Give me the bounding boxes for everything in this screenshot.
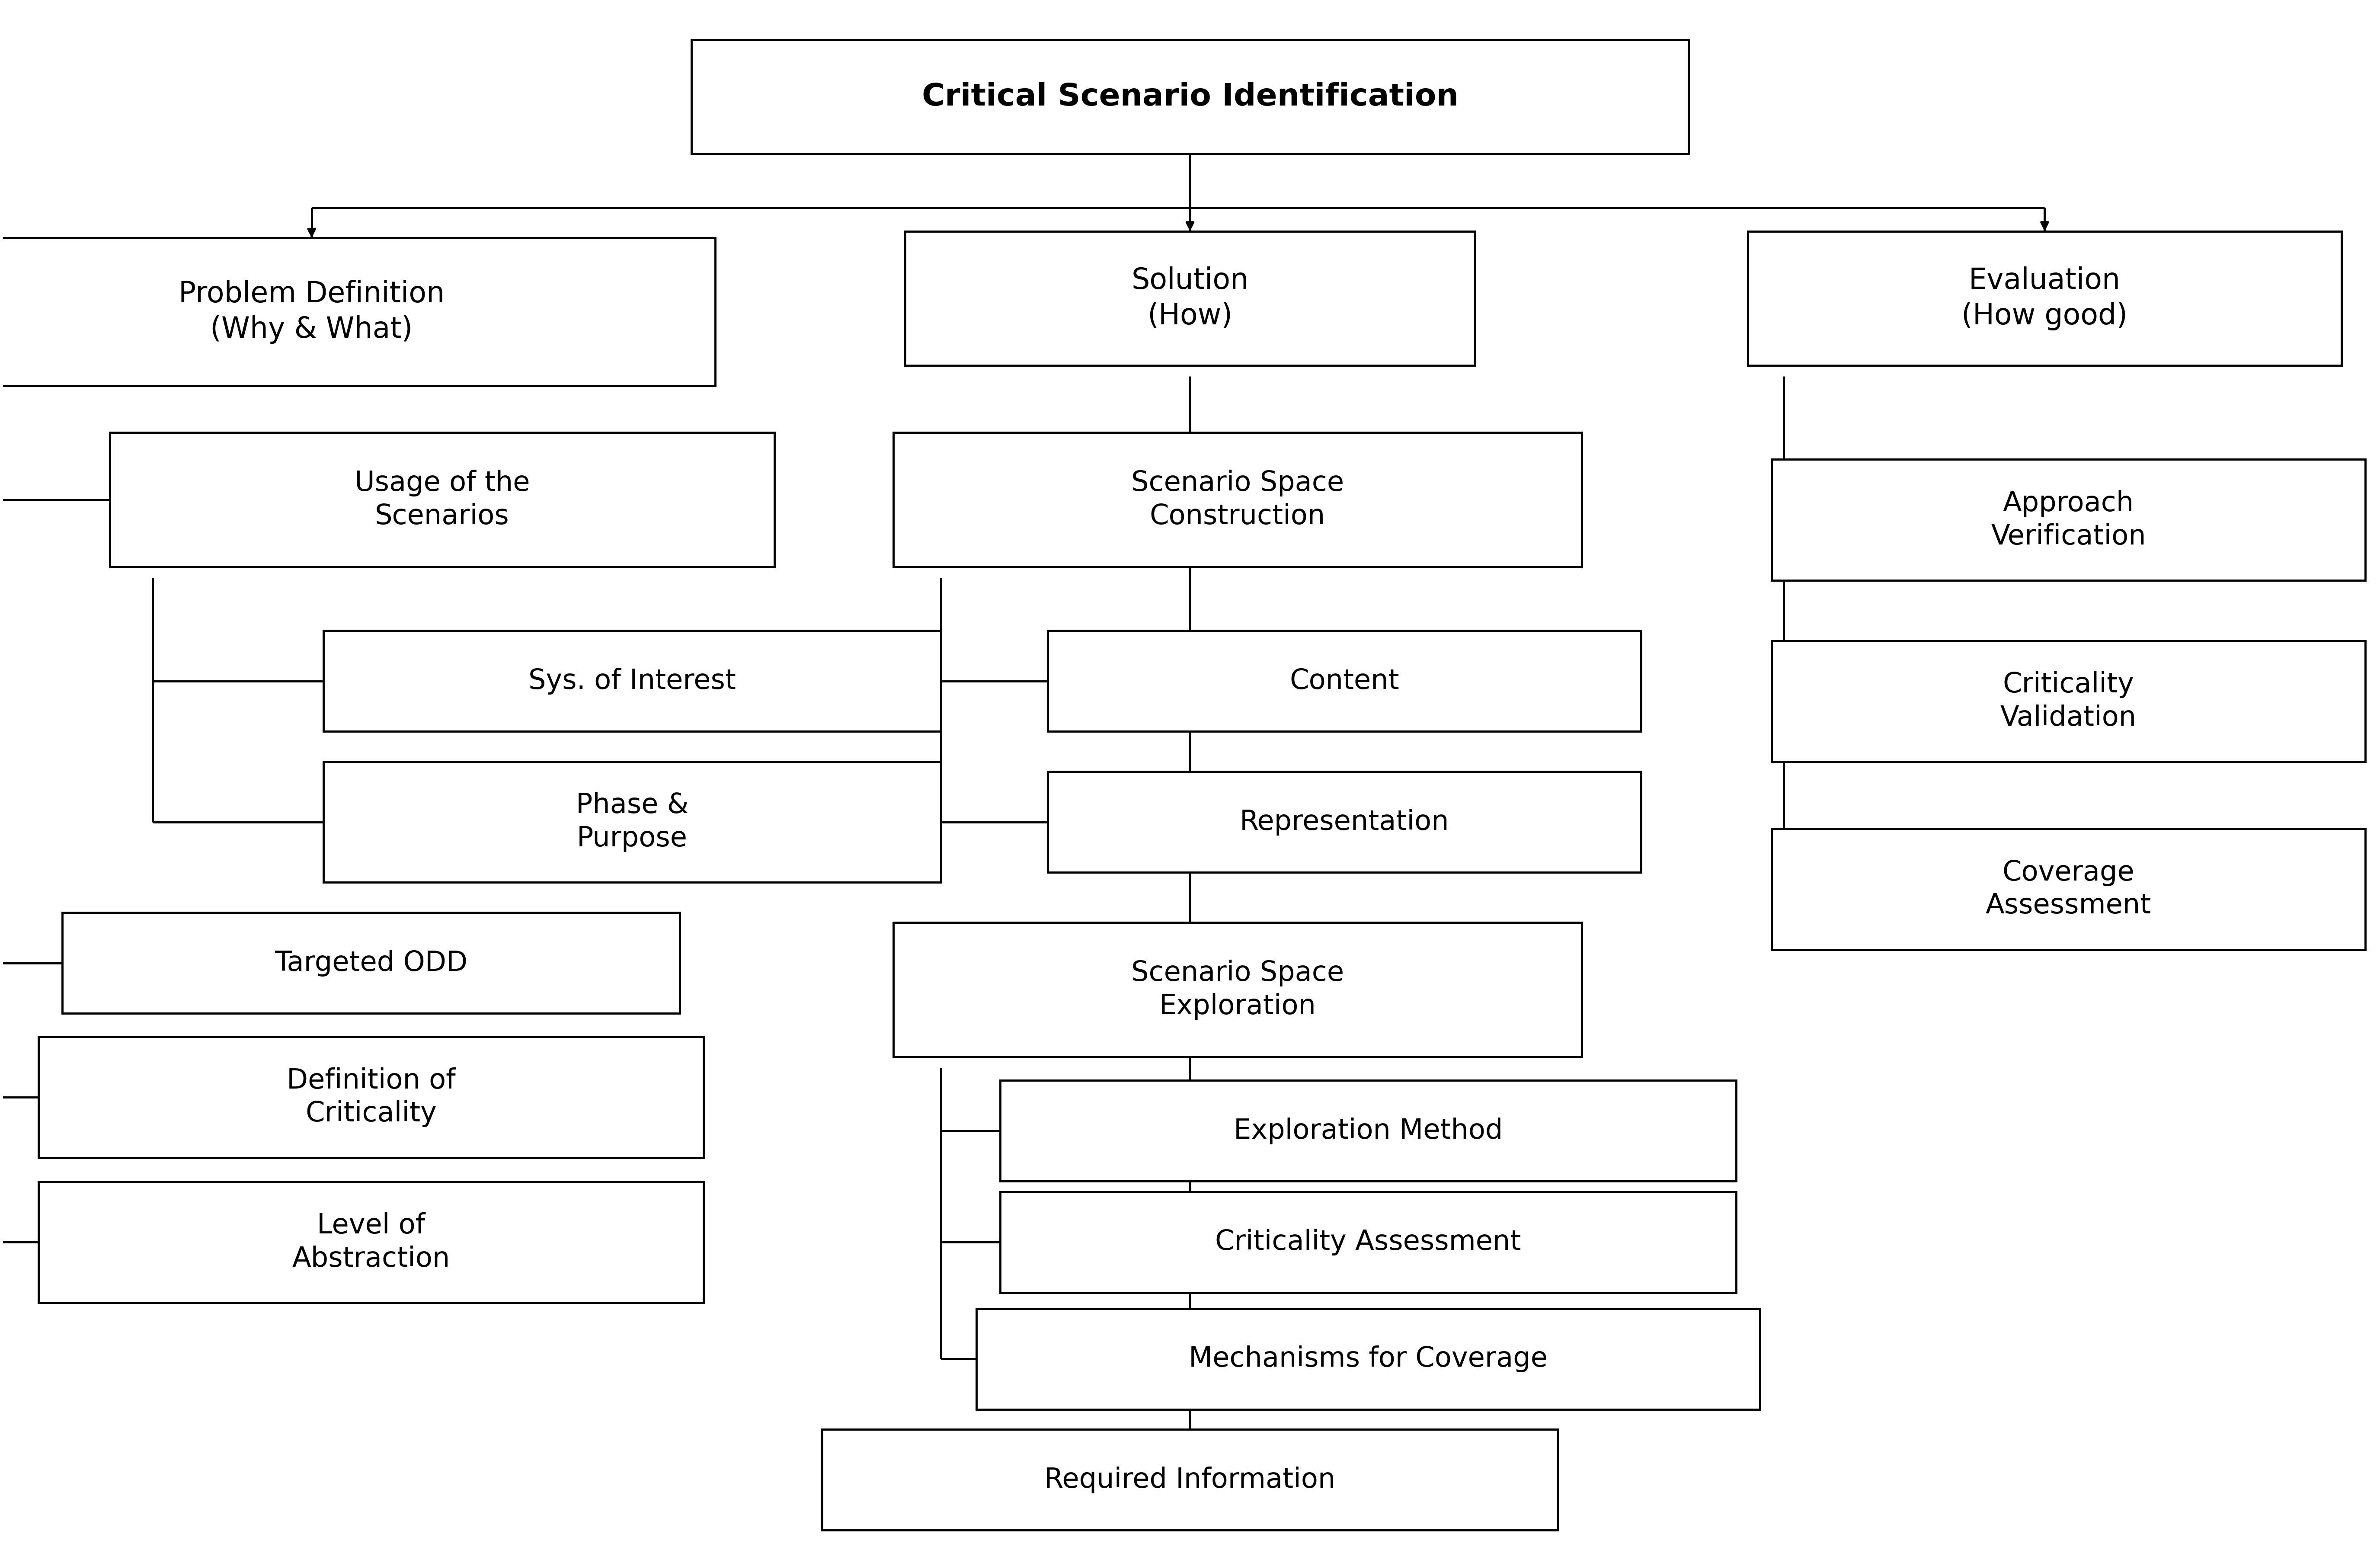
- FancyBboxPatch shape: [1771, 459, 2366, 580]
- Text: Phase &
Purpose: Phase & Purpose: [576, 792, 688, 852]
- FancyBboxPatch shape: [62, 913, 681, 1014]
- FancyBboxPatch shape: [693, 40, 1687, 153]
- FancyBboxPatch shape: [892, 432, 1583, 567]
- Text: Representation: Representation: [1240, 809, 1449, 835]
- Text: Exploration Method: Exploration Method: [1233, 1118, 1502, 1144]
- Text: Criticality
Validation: Criticality Validation: [1999, 671, 2137, 732]
- FancyBboxPatch shape: [821, 1429, 1559, 1530]
- FancyBboxPatch shape: [1047, 631, 1642, 732]
- Text: Level of
Abstraction: Level of Abstraction: [293, 1212, 450, 1273]
- Text: Coverage
Assessment: Coverage Assessment: [1985, 859, 2152, 919]
- Text: Targeted ODD: Targeted ODD: [274, 950, 466, 976]
- Text: Scenario Space
Exploration: Scenario Space Exploration: [1130, 959, 1345, 1020]
- Text: Critical Scenario Identification: Critical Scenario Identification: [921, 82, 1459, 112]
- FancyBboxPatch shape: [892, 922, 1583, 1057]
- Text: Usage of the
Scenarios: Usage of the Scenarios: [355, 470, 531, 530]
- FancyBboxPatch shape: [0, 239, 716, 386]
- FancyBboxPatch shape: [1771, 829, 2366, 950]
- Text: Problem Definition
(Why & What): Problem Definition (Why & What): [178, 281, 445, 344]
- Text: Criticality Assessment: Criticality Assessment: [1216, 1229, 1521, 1256]
- FancyBboxPatch shape: [1771, 640, 2366, 761]
- Text: Definition of
Criticality: Definition of Criticality: [286, 1068, 455, 1127]
- Text: Evaluation
(How good): Evaluation (How good): [1961, 267, 2128, 330]
- FancyBboxPatch shape: [38, 1037, 704, 1158]
- FancyBboxPatch shape: [324, 761, 940, 882]
- FancyBboxPatch shape: [1000, 1080, 1735, 1181]
- FancyBboxPatch shape: [324, 631, 940, 732]
- Text: Solution
(How): Solution (How): [1130, 267, 1250, 330]
- FancyBboxPatch shape: [976, 1308, 1759, 1409]
- Text: Sys. of Interest: Sys. of Interest: [528, 668, 735, 694]
- FancyBboxPatch shape: [1747, 231, 2342, 366]
- Text: Approach
Verification: Approach Verification: [1990, 490, 2147, 550]
- Text: Mechanisms for Coverage: Mechanisms for Coverage: [1188, 1345, 1547, 1372]
- FancyBboxPatch shape: [904, 231, 1476, 366]
- Text: Required Information: Required Information: [1045, 1466, 1335, 1493]
- Text: Content: Content: [1290, 668, 1399, 694]
- FancyBboxPatch shape: [1000, 1192, 1735, 1293]
- Text: Scenario Space
Construction: Scenario Space Construction: [1130, 470, 1345, 530]
- FancyBboxPatch shape: [1047, 772, 1642, 873]
- FancyBboxPatch shape: [38, 1181, 704, 1302]
- FancyBboxPatch shape: [109, 432, 774, 567]
